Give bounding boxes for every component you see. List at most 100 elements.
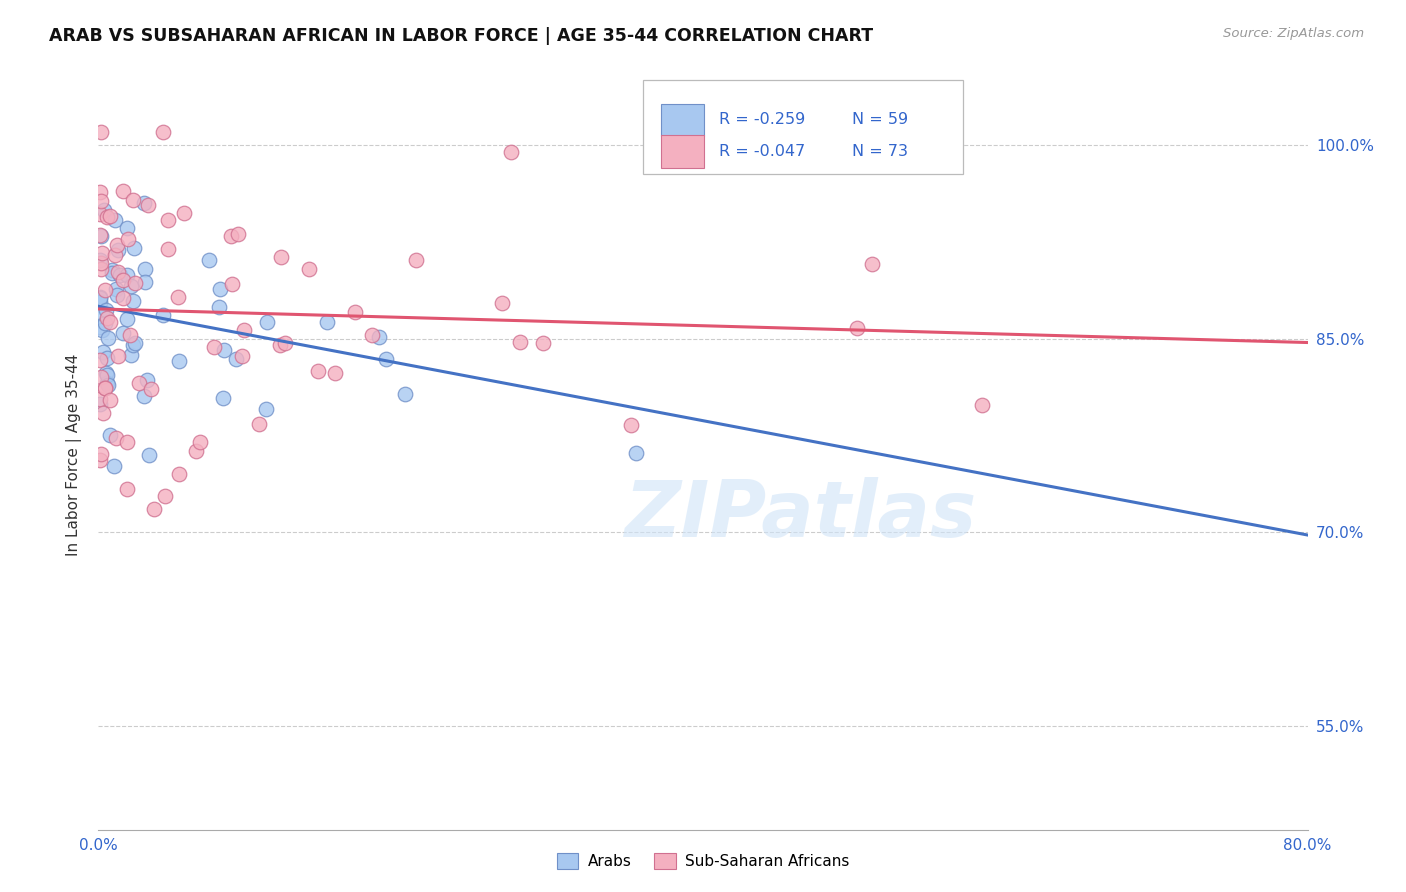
Point [138,448,160,462]
Point [134,261,156,276]
Point [208,282,231,296]
Point [89,207,111,221]
Point [112,291,135,305]
Point [101,262,124,277]
Point [104,248,127,262]
Point [367,330,389,344]
Point [186,444,208,458]
Point [169,353,191,368]
Point [188,434,211,449]
Point [128,376,150,390]
FancyBboxPatch shape [643,80,963,174]
Point [120,327,142,342]
Point [167,290,190,304]
Point [98,393,121,408]
Point [169,467,191,482]
Point [249,417,271,431]
Point [91,344,114,359]
Point [233,323,256,337]
Point [97,378,120,392]
Point [96,310,118,325]
Point [89,290,111,304]
Point [120,279,142,293]
Point [214,343,236,358]
Point [96,368,118,383]
Point [89,319,111,334]
Point [173,206,195,220]
Point [90,447,112,461]
Point [122,294,145,309]
Point [375,351,398,366]
Y-axis label: In Labor Force | Age 35-44: In Labor Force | Age 35-44 [66,354,83,556]
Point [89,452,111,467]
Point [120,348,142,362]
Point [208,300,231,314]
Point [110,268,132,283]
Point [323,366,346,380]
Point [97,331,120,345]
Point [104,282,127,296]
Point [394,387,416,401]
Point [198,253,221,268]
Point [90,125,112,139]
Point [298,261,321,276]
Point [141,382,163,396]
Point [860,257,883,271]
Point [112,273,135,287]
Point [219,229,242,244]
Point [121,337,143,351]
Point [93,381,115,395]
Point [211,392,233,406]
Point [315,314,337,328]
Point [153,489,176,503]
Point [132,196,155,211]
Text: N = 59: N = 59 [852,112,908,128]
Point [256,315,278,329]
Point [202,340,225,354]
Point [501,145,523,159]
Point [105,288,128,302]
Point [121,193,143,207]
Point [117,221,139,235]
Text: R = -0.259: R = -0.259 [718,112,806,128]
Legend: Arabs, Sub-Saharan Africans: Arabs, Sub-Saharan Africans [551,847,855,875]
Point [96,376,118,391]
Point [132,389,155,403]
Point [96,351,118,365]
Point [620,417,643,432]
Point [101,265,124,279]
Point [90,245,112,260]
Point [274,336,297,351]
Point [122,241,145,255]
Point [94,316,117,330]
Point [90,228,112,243]
Point [225,352,247,367]
Point [624,446,647,460]
Text: ZIPatlas: ZIPatlas [624,477,976,553]
Point [96,210,118,224]
Point [115,268,138,282]
Point [89,185,111,199]
Point [100,209,122,223]
Text: R = -0.047: R = -0.047 [718,144,806,159]
Point [98,427,121,442]
Point [93,203,115,218]
Point [152,308,174,322]
Point [152,125,174,139]
Point [846,320,869,334]
Point [89,392,111,406]
Point [531,336,554,351]
Point [89,295,111,310]
Point [94,367,117,381]
Point [491,296,513,310]
Point [136,373,159,387]
Point [254,401,277,416]
Point [89,396,111,410]
Point [107,349,129,363]
Point [143,502,166,516]
Point [90,194,112,209]
Point [89,228,111,243]
Point [117,232,139,246]
Point [94,284,117,298]
Point [972,398,994,412]
